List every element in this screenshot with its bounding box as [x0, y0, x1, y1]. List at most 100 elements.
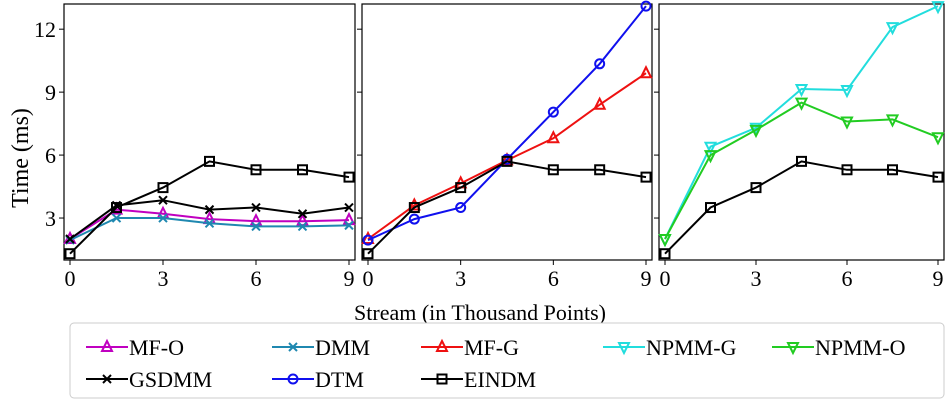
data-point-dmm [344, 220, 354, 231]
y-tick-label: 12 [34, 17, 56, 42]
data-point-eindm [659, 248, 671, 260]
series-npmm-o [658, 97, 945, 248]
chart-panel-1: 0 3 6 9 3 6 9 12 [34, 3, 356, 291]
series-dtm [362, 0, 652, 246]
data-point-mf-g [639, 65, 653, 79]
legend-marker [435, 338, 449, 352]
data-point-eindm [64, 248, 76, 260]
series-line-eindm [69, 160, 350, 255]
series-line-eindm [664, 160, 939, 255]
data-point-dmm [158, 213, 168, 223]
x-tick-label: 9 [344, 266, 355, 291]
legend-marker [436, 373, 448, 385]
data-point-eindm [796, 155, 807, 167]
data-point-eindm [640, 171, 652, 183]
x-tick-label: 6 [251, 266, 262, 291]
x-tick-label: 3 [158, 266, 169, 291]
data-point-eindm [705, 202, 716, 214]
data-point-dmm [251, 221, 261, 232]
legend-label: GSDMM [129, 367, 212, 392]
legend-label: EINDM [464, 367, 536, 392]
series-line-npmm-o [664, 101, 939, 240]
legend-marker [617, 342, 631, 356]
data-point-mf-o [202, 210, 217, 225]
data-point-eindm [111, 202, 122, 214]
data-point-eindm [841, 164, 853, 176]
y-tick-label: 9 [45, 80, 56, 105]
data-point-npmm-g [931, 1, 945, 15]
data-point-eindm [594, 164, 606, 176]
legend-item-npmm-g: NPMM-G [603, 335, 737, 360]
legend-item-eindm: EINDM [421, 367, 536, 392]
legend-item-dtm: DTM [272, 367, 364, 392]
legend-label: DMM [315, 335, 370, 360]
data-point-gsdmm [204, 204, 215, 215]
data-point-npmm-g [840, 85, 854, 99]
data-point-dmm [111, 213, 122, 223]
data-point-eindm [408, 202, 420, 214]
data-point-npmm-g [703, 141, 718, 155]
data-point-mf-g [546, 130, 560, 144]
chart-panel-2: 0 3 6 9 [357, 0, 653, 291]
data-point-dtm [640, 0, 652, 12]
data-point-dtm [408, 213, 420, 225]
legend-label: NPMM-G [646, 335, 737, 360]
series-eindm [64, 155, 355, 260]
data-point-eindm [343, 171, 355, 183]
x-axis-label: Stream (in Thousand Points) [354, 300, 606, 325]
series-line-eindm [367, 160, 647, 255]
data-point-mf-g [593, 96, 607, 110]
series-gsdmm [65, 195, 354, 244]
data-point-npmm-o [794, 97, 809, 111]
data-point-eindm [547, 164, 559, 176]
x-tick-label: 6 [842, 266, 853, 291]
legend: MF-O DMM MF-G NPMM-G NPMM-O GSDMM DTM EINDM [69, 322, 945, 399]
data-point-dmm [297, 221, 308, 232]
legend-label: NPMM-O [815, 335, 905, 360]
data-point-eindm [157, 182, 169, 194]
series-eindm [659, 155, 944, 260]
series-eindm [362, 155, 652, 260]
data-point-gsdmm [297, 209, 308, 219]
data-point-gsdmm [158, 195, 168, 205]
data-point-eindm [297, 164, 308, 176]
chart-panel-3: 0 3 6 9 [654, 1, 945, 291]
data-point-npmm-o [703, 150, 718, 164]
panel-frame [63, 3, 356, 261]
legend-item-mf-g: MF-G [421, 335, 519, 360]
x-tick-label: 9 [933, 266, 944, 291]
legend-marker [287, 373, 299, 385]
legend-item-mf-o: MF-O [86, 335, 184, 360]
legend-item-gsdmm: GSDMM [86, 367, 212, 392]
series-line-mf-o [69, 208, 350, 240]
data-point-eindm [932, 171, 944, 183]
data-point-eindm [750, 182, 762, 194]
data-point-eindm [250, 164, 262, 176]
data-point-dmm [204, 218, 215, 228]
x-tick-label: 3 [751, 266, 762, 291]
data-point-dtm [455, 202, 467, 214]
y-axis-label: Time (ms) [8, 108, 34, 208]
legend-label: MF-O [129, 335, 184, 360]
data-point-mf-g [407, 197, 421, 211]
data-point-npmm-o [931, 132, 945, 146]
x-tick-label: 3 [455, 266, 466, 291]
panel-frame [658, 3, 945, 261]
legend-marker [786, 342, 800, 356]
x-tick-label: 0 [65, 266, 76, 291]
series-dmm [65, 213, 354, 245]
data-point-npmm-o [885, 114, 900, 128]
data-point-npmm-g [794, 83, 809, 98]
data-point-npmm-o [840, 116, 854, 130]
data-point-npmm-g [885, 22, 900, 36]
series-line-npmm-g [664, 5, 939, 240]
data-point-eindm [204, 155, 215, 167]
data-point-npmm-o [658, 234, 672, 248]
y-tick-label: 3 [45, 206, 56, 231]
x-tick-label: 0 [660, 266, 671, 291]
x-tick-label: 0 [363, 266, 374, 291]
series-line-dtm [367, 5, 647, 242]
legend-marker [102, 374, 112, 384]
